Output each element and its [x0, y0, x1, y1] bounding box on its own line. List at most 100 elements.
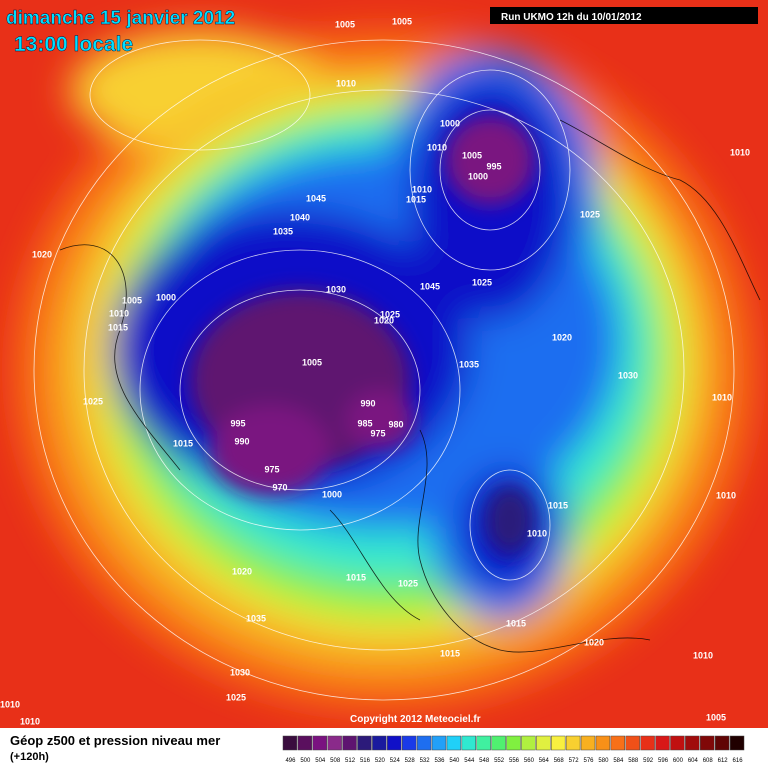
- legend-swatch: [565, 735, 581, 751]
- footer-title: Géop z500 et pression niveau mer: [10, 733, 220, 748]
- legend-label: 616: [733, 758, 744, 764]
- isobar-label: 990: [360, 398, 375, 408]
- legend-label: 576: [584, 758, 595, 764]
- isobar-label: 1000: [322, 489, 342, 499]
- run-label: Run UKMO 12h du 10/01/2012: [501, 12, 642, 23]
- legend-label: 572: [569, 758, 580, 764]
- legend-swatch: [580, 735, 596, 751]
- legend-swatch: [282, 735, 298, 751]
- legend-swatch: [491, 735, 506, 751]
- legend-label: 512: [345, 758, 356, 764]
- legend-swatch: [387, 735, 402, 751]
- isobar-label: 1010: [716, 490, 736, 500]
- legend-label: 608: [703, 758, 714, 764]
- legend-swatch: [357, 735, 372, 751]
- isobar-label: 1030: [230, 667, 250, 677]
- isobar-label: 1030: [326, 284, 346, 294]
- isobar-label: 1020: [32, 249, 52, 259]
- isobar-label: 1035: [246, 613, 266, 623]
- isobar-label: 1045: [420, 281, 440, 291]
- legend-swatch: [372, 735, 387, 751]
- legend-label: 532: [420, 758, 431, 764]
- legend-swatch: [625, 735, 640, 751]
- legend-label: 500: [300, 758, 311, 764]
- isobar-label: 1015: [346, 572, 366, 582]
- legend-label: 544: [464, 758, 475, 764]
- isobar-label: 1025: [380, 309, 400, 319]
- legend-label: 540: [449, 758, 460, 764]
- isobar-label: 1020: [374, 315, 394, 325]
- legend-swatch: [521, 735, 536, 751]
- isobar-label: 1010: [527, 528, 547, 538]
- isobar-label: 1025: [226, 692, 246, 702]
- isobar-label: 1010: [20, 716, 40, 726]
- legend-swatch: [461, 735, 476, 751]
- isobar-label: 1015: [173, 438, 193, 448]
- isobar-label: 1025: [580, 209, 600, 219]
- isobar-label: 1015: [406, 194, 426, 204]
- isobar-label: 1005: [706, 712, 726, 722]
- isobar-label: 1005: [392, 16, 412, 26]
- field: [0, 0, 768, 728]
- legend-swatch: [610, 735, 626, 751]
- isobar-label: 1010: [693, 650, 713, 660]
- isobar-label: 1020: [232, 566, 252, 576]
- legend-swatch: [401, 735, 417, 751]
- isobar-label: 1025: [83, 396, 103, 406]
- legend-label: 564: [539, 758, 550, 764]
- isobar-label: 1045: [306, 193, 326, 203]
- legend-label: 604: [688, 758, 699, 764]
- legend-label: 520: [375, 758, 386, 764]
- legend-label: 552: [494, 758, 505, 764]
- legend-label: 504: [315, 758, 326, 764]
- legend-swatch: [655, 735, 670, 751]
- legend-label: 612: [718, 758, 729, 764]
- legend-swatch: [416, 735, 432, 751]
- legend-swatch: [446, 735, 462, 751]
- legend-label: 516: [360, 758, 371, 764]
- legend-label: 536: [434, 758, 445, 764]
- isobar-label: 1010: [0, 699, 20, 709]
- legend-label: 600: [673, 758, 684, 764]
- legend-swatch: [536, 735, 551, 751]
- isobar-label: 975: [370, 428, 385, 438]
- legend-label: 592: [643, 758, 654, 764]
- legend-swatch: [685, 735, 700, 751]
- isobar-label: 975: [264, 464, 279, 474]
- footer-lead: (+120h): [10, 751, 49, 763]
- isobar-label: 1025: [472, 277, 492, 287]
- isobar-label: 1010: [712, 392, 732, 402]
- isobar-label: 1005: [335, 19, 355, 29]
- legend-label: 580: [598, 758, 609, 764]
- isobar-label: 1015: [548, 500, 568, 510]
- date-label: dimanche 15 janvier 2012: [6, 8, 235, 29]
- run-box: [490, 7, 758, 24]
- isobar-label: 995: [230, 418, 245, 428]
- legend: 496 500 504 508 512 516 520 524 528 532 536 540 544 5…: [282, 735, 745, 764]
- legend-label: 548: [479, 758, 490, 764]
- isobar-label: 1040: [290, 212, 310, 222]
- isobar-label: 1010: [336, 78, 356, 88]
- legend-swatch: [714, 735, 730, 751]
- legend-swatch: [312, 735, 327, 751]
- legend-swatch: [327, 735, 342, 751]
- legend-label: 528: [405, 758, 416, 764]
- legend-label: 588: [628, 758, 639, 764]
- isobar-labels: 1005 1005 1010 1000 1010 1005 995 1000 1010 1015 1…: [0, 16, 750, 726]
- isobar-label: 1020: [552, 332, 572, 342]
- isobar-label: 1000: [156, 292, 176, 302]
- isobar-label: 1010: [109, 308, 129, 318]
- legend-swatch: [506, 735, 521, 751]
- isobar-label: 1015: [108, 322, 128, 332]
- isobar-label: 1015: [506, 618, 526, 628]
- isobar-label: 995: [486, 161, 501, 171]
- legend-label: 508: [330, 758, 341, 764]
- isobar-label: 1010: [427, 142, 447, 152]
- isobar-label: 1020: [584, 637, 604, 647]
- isobar-label: 1010: [730, 147, 750, 157]
- legend-swatch: [342, 735, 357, 751]
- legend-label: 524: [390, 758, 401, 764]
- time-label: 13:00 locale: [14, 33, 133, 56]
- legend-label: 556: [509, 758, 520, 764]
